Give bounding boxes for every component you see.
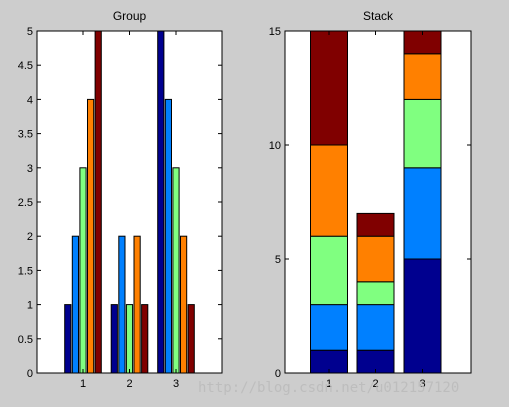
- group-ytick-label: 0.5: [18, 334, 33, 346]
- group-x-axis: 1 2 3: [80, 31, 179, 390]
- stack-ytick-label: 15: [269, 26, 281, 38]
- group-y-axis: 0 0.5 1 1.5 2 2.5 3 3.5 4 4.5 5: [18, 26, 222, 380]
- group-ytick-label: 4: [27, 94, 33, 106]
- group-bar: [110, 304, 118, 374]
- stack-segment: [310, 304, 348, 351]
- group-bar: [180, 235, 188, 374]
- group-bar: [133, 235, 141, 374]
- group-xtick-label: 2: [126, 378, 132, 390]
- stack-segment: [310, 235, 348, 306]
- stack-y-axis: 0 5 10 15: [269, 26, 471, 380]
- stack-segment: [403, 167, 442, 260]
- group-ytick-label: 3: [27, 163, 33, 175]
- stack-xtick-label: 3: [419, 378, 425, 390]
- group-bar: [64, 304, 72, 374]
- group-ytick-label: 1: [27, 300, 33, 312]
- stack-chart: Stack 0 5 10 15 1 2 3: [269, 9, 472, 390]
- stack-ytick-label: 0: [275, 368, 281, 380]
- group-ytick-label: 5: [27, 26, 33, 38]
- watermark: http://blog.csdn.net/u012157120: [198, 380, 459, 396]
- group-bar: [172, 167, 180, 374]
- group-bar: [94, 30, 102, 374]
- group-chart-title: Group: [113, 9, 147, 23]
- group-bar: [71, 235, 80, 374]
- stack-segment: [403, 98, 442, 169]
- group-ytick-label: 4.5: [18, 60, 33, 72]
- stack-segment: [356, 212, 395, 237]
- stack-ytick-label: 10: [269, 140, 281, 152]
- group-ytick-label: 1.5: [18, 265, 33, 277]
- group-bar: [157, 30, 165, 374]
- group-xtick-label: 3: [173, 378, 179, 390]
- stack-ytick-label: 5: [275, 254, 281, 266]
- stack-segment: [403, 258, 442, 374]
- stack-xtick-label: 2: [372, 378, 378, 390]
- stack-xtick-label: 1: [326, 378, 332, 390]
- group-bars: [64, 30, 195, 374]
- stack-segment: [310, 30, 348, 146]
- group-bar: [187, 304, 195, 374]
- group-bar: [79, 167, 87, 374]
- stack-segment: [310, 144, 348, 237]
- group-ytick-label: 2: [27, 231, 33, 243]
- stack-x-axis: 1 2 3: [326, 31, 426, 390]
- group-bar: [118, 235, 126, 374]
- group-bar: [125, 304, 134, 374]
- stack-segment: [356, 281, 395, 306]
- group-chart: Group 0 0.5 1 1.5 2 2.5 3 3.5 4 4.5 5 1 2 3: [18, 9, 223, 390]
- group-ytick-label: 3.5: [18, 129, 33, 141]
- group-xtick-label: 1: [80, 378, 86, 390]
- stack-segment: [356, 235, 395, 283]
- stack-chart-title: Stack: [363, 9, 394, 23]
- stack-bars: [310, 30, 442, 374]
- stack-segment: [403, 53, 442, 100]
- group-ytick-label: 2.5: [18, 197, 33, 209]
- group-bar: [87, 98, 95, 374]
- group-bar: [164, 98, 173, 374]
- group-bar: [141, 304, 149, 374]
- group-ytick-label: 0: [27, 368, 33, 380]
- stack-segment: [356, 304, 395, 351]
